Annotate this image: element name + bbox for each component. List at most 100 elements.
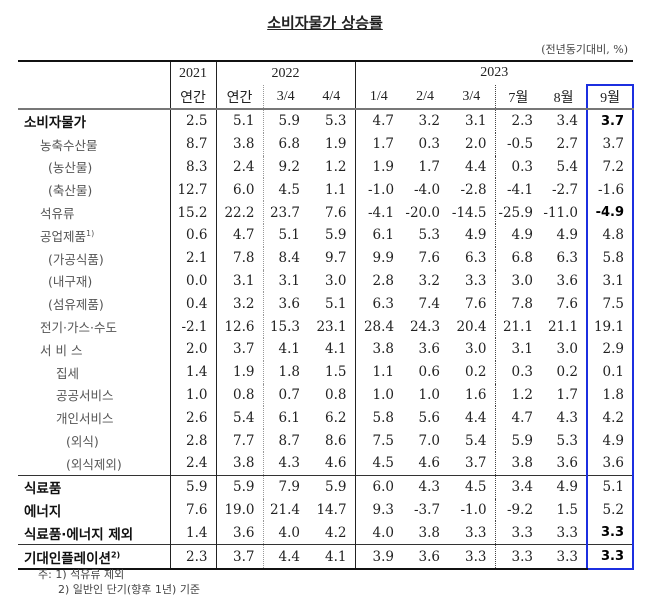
- cell-value: 1.0: [169, 383, 216, 407]
- cell-value: 8.7: [262, 429, 308, 452]
- cell-value: 1.2: [325, 158, 347, 175]
- cell-value: 3.7: [586, 109, 635, 133]
- period-header: 2/4: [402, 85, 449, 110]
- cell-value: 5.1: [325, 295, 347, 312]
- cell-value: 3.2: [215, 292, 263, 316]
- cell-value: 14.7: [316, 501, 347, 518]
- cell-value: 7.6: [169, 498, 216, 522]
- cell-value: 3.8: [418, 524, 441, 541]
- cell-value: 2.1: [169, 246, 216, 270]
- cell-value: 1.7: [354, 132, 403, 156]
- period-header: 3/4: [262, 85, 308, 110]
- cell-value: 5.9: [308, 474, 356, 499]
- cell-value: -1.0: [354, 178, 403, 202]
- table-row: 전기·가스·수도 -2.1 12.6 15.3 23.1 28.4 24.3 20.4 21.1…: [18, 315, 635, 338]
- cell-value: 2.7: [556, 136, 579, 153]
- cell-value: 21.1: [494, 315, 542, 338]
- table-row: 농축수산물 8.7 3.8 6.8 1.9 1.7 0.3 2.0 -0.5 2.7 3.7: [18, 132, 635, 156]
- footnote-1: 주: 1) 석유류 제외: [38, 568, 125, 581]
- cell-value: 1.5: [325, 364, 347, 381]
- row-label: 서 비 스: [40, 342, 83, 358]
- cell-value: 19.0: [215, 498, 263, 522]
- cell-value: -4.0: [414, 181, 441, 198]
- table-row: 소비자물가 2.5 5.1 5.9 5.3 4.7 3.2 3.1 2.3 3.4 3.7: [18, 109, 635, 133]
- cell-value: 1.4: [169, 521, 216, 545]
- cell-value: 1.1: [325, 181, 347, 198]
- cell-value: 3.7: [586, 132, 635, 156]
- table-row: (외식) 2.8 7.7 8.7 8.6 7.5 7.0 5.4 5.9 5.3 4.9: [18, 429, 635, 452]
- row-label: (가공식품): [48, 251, 104, 267]
- cell-value: 4.7: [494, 406, 542, 430]
- cell-value: 3.6: [215, 521, 263, 545]
- period-header: 3/4: [448, 85, 496, 110]
- cell-value: 1.2: [494, 383, 542, 407]
- cell-value: 2.4: [215, 155, 263, 179]
- cell-value: 2.3: [169, 544, 216, 570]
- cell-value: 7.0: [418, 432, 441, 449]
- cell-value: 4.6: [325, 455, 347, 472]
- cell-value: 5.6: [418, 409, 441, 426]
- cpi-table: 2021 2022 2023 연간 연간 3/4 4/4 1/4 2/4 3/4 7월 8월 9월…: [18, 60, 635, 570]
- table-row: 개인서비스 2.6 5.4 6.1 6.2 5.8 5.6 4.4 4.7 4.3 4.2: [18, 406, 635, 430]
- cell-value: 3.6: [556, 455, 579, 472]
- cell-value: 4.3: [262, 451, 308, 476]
- cell-value: 3.6: [402, 544, 449, 570]
- cell-value: 8.7: [169, 132, 216, 156]
- footnotes: 주: 1) 석유류 제외 2) 일반인 단기(향후 1년) 기준: [38, 567, 200, 597]
- cell-value: 3.8: [354, 337, 403, 361]
- cell-value: 2.0: [465, 136, 487, 153]
- table-row: 식료품·에너지 제외 1.4 3.6 4.0 4.2 4.0 3.8 3.3 3.3 3.3 3.3: [18, 521, 635, 545]
- year-2022: 2022: [215, 60, 356, 85]
- cell-value: 4.0: [354, 521, 403, 545]
- cell-value: 4.5: [354, 451, 403, 476]
- cell-value: 5.1: [586, 474, 635, 499]
- cell-value: 5.9: [169, 474, 216, 499]
- cell-value: 1.7: [418, 158, 441, 175]
- cell-value: 4.3: [402, 474, 449, 499]
- cell-value: -2.1: [169, 315, 216, 338]
- cell-value: 5.9: [325, 227, 347, 244]
- cell-value: 1.4: [169, 360, 216, 384]
- cell-value: 2.4: [169, 451, 216, 476]
- cell-value: -11.0: [543, 204, 579, 221]
- footnote-ref: 2): [110, 550, 121, 560]
- cell-value: 3.3: [494, 544, 542, 570]
- cell-value: 5.9: [262, 109, 308, 133]
- cell-value: 5.8: [586, 246, 635, 270]
- cell-value: 3.8: [215, 451, 263, 476]
- cell-value: 3.3: [541, 544, 588, 570]
- cell-value: 9.3: [354, 498, 403, 522]
- row-label: 공업제품1): [40, 228, 95, 244]
- period-header: 4/4: [308, 85, 356, 110]
- cell-value: 4.2: [325, 524, 347, 541]
- cell-value: 5.2: [586, 498, 635, 522]
- cell-value: 24.3: [409, 318, 441, 335]
- cell-value: 3.1: [494, 337, 542, 361]
- cell-value: 0.6: [169, 223, 216, 247]
- cell-value: 1.5: [556, 501, 579, 518]
- cell-value: 22.2: [215, 201, 263, 224]
- table-row: 집세 1.4 1.9 1.8 1.5 1.1 0.6 0.2 0.3 0.2 0.1: [18, 360, 635, 384]
- table-row: 에너지 7.6 19.0 21.4 14.7 9.3 -3.7 -1.0 -9.2 1.5 5.2: [18, 498, 635, 522]
- cell-value: 3.0: [556, 341, 579, 358]
- cell-value: 4.9: [541, 474, 588, 499]
- cell-value: 3.8: [215, 132, 263, 156]
- cell-value: 7.2: [586, 155, 635, 179]
- cell-value: 2.8: [169, 429, 216, 452]
- cell-value: 5.4: [556, 158, 579, 175]
- cell-value: 7.8: [494, 292, 542, 316]
- footnote-2: 2) 일반인 단기(향후 1년) 기준: [58, 583, 201, 596]
- cell-value: 3.3: [494, 521, 542, 545]
- cell-value: -25.9: [494, 201, 542, 224]
- table-row: (섬유제품) 0.4 3.2 3.6 5.1 6.3 7.4 7.6 7.8 7.6 7.5: [18, 292, 635, 316]
- cell-value: 1.9: [354, 155, 403, 179]
- cell-value: 6.1: [354, 223, 403, 247]
- cell-value: 6.0: [215, 178, 263, 202]
- footnote-ref: 1): [86, 228, 95, 238]
- cell-value: 6.3: [556, 250, 579, 267]
- cell-value: 0.8: [215, 383, 263, 407]
- cell-value: 6.0: [354, 474, 403, 499]
- row-label: 식료품: [18, 474, 170, 499]
- cell-value: 4.9: [586, 429, 635, 452]
- table-row: (축산물) 12.7 6.0 4.5 1.1 -1.0 -4.0 -2.8 -4.1 -2.7 -1…: [18, 178, 635, 202]
